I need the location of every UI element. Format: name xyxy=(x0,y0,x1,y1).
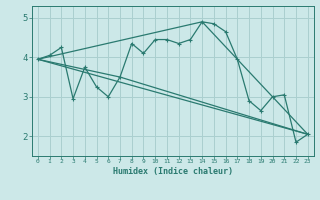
X-axis label: Humidex (Indice chaleur): Humidex (Indice chaleur) xyxy=(113,167,233,176)
